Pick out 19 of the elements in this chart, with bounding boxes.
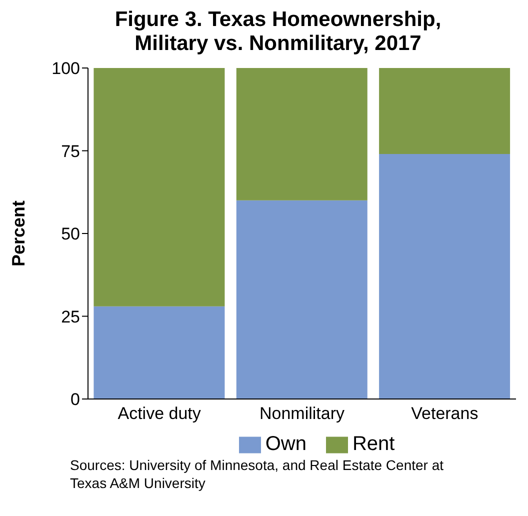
chart-title: Figure 3. Texas Homeownership, Military vs. Nonmilitary, 2017 [114, 8, 442, 56]
y-axis-title: Percent [8, 200, 28, 267]
bar [236, 200, 368, 399]
legend-label: Own [265, 433, 306, 455]
x-tick-label: Nonmilitary [259, 404, 345, 424]
y-tick-label: 50 [61, 224, 80, 244]
bar [236, 68, 368, 200]
y-tick-label: 25 [61, 307, 80, 326]
bar [94, 306, 225, 399]
legend-label: Rent [352, 433, 395, 455]
y-tick-label: 75 [61, 142, 80, 161]
bar [94, 68, 225, 306]
x-tick-label: Active duty [118, 404, 202, 424]
source-note: Sources: University of Minnesota, and Real Estate Center at Texas A&M University [70, 456, 445, 492]
y-tick-label: 100 [52, 59, 80, 78]
x-tick-label: Veterans [411, 404, 478, 424]
bar [379, 68, 510, 154]
bar [379, 154, 510, 399]
y-tick-label: 0 [70, 390, 80, 410]
